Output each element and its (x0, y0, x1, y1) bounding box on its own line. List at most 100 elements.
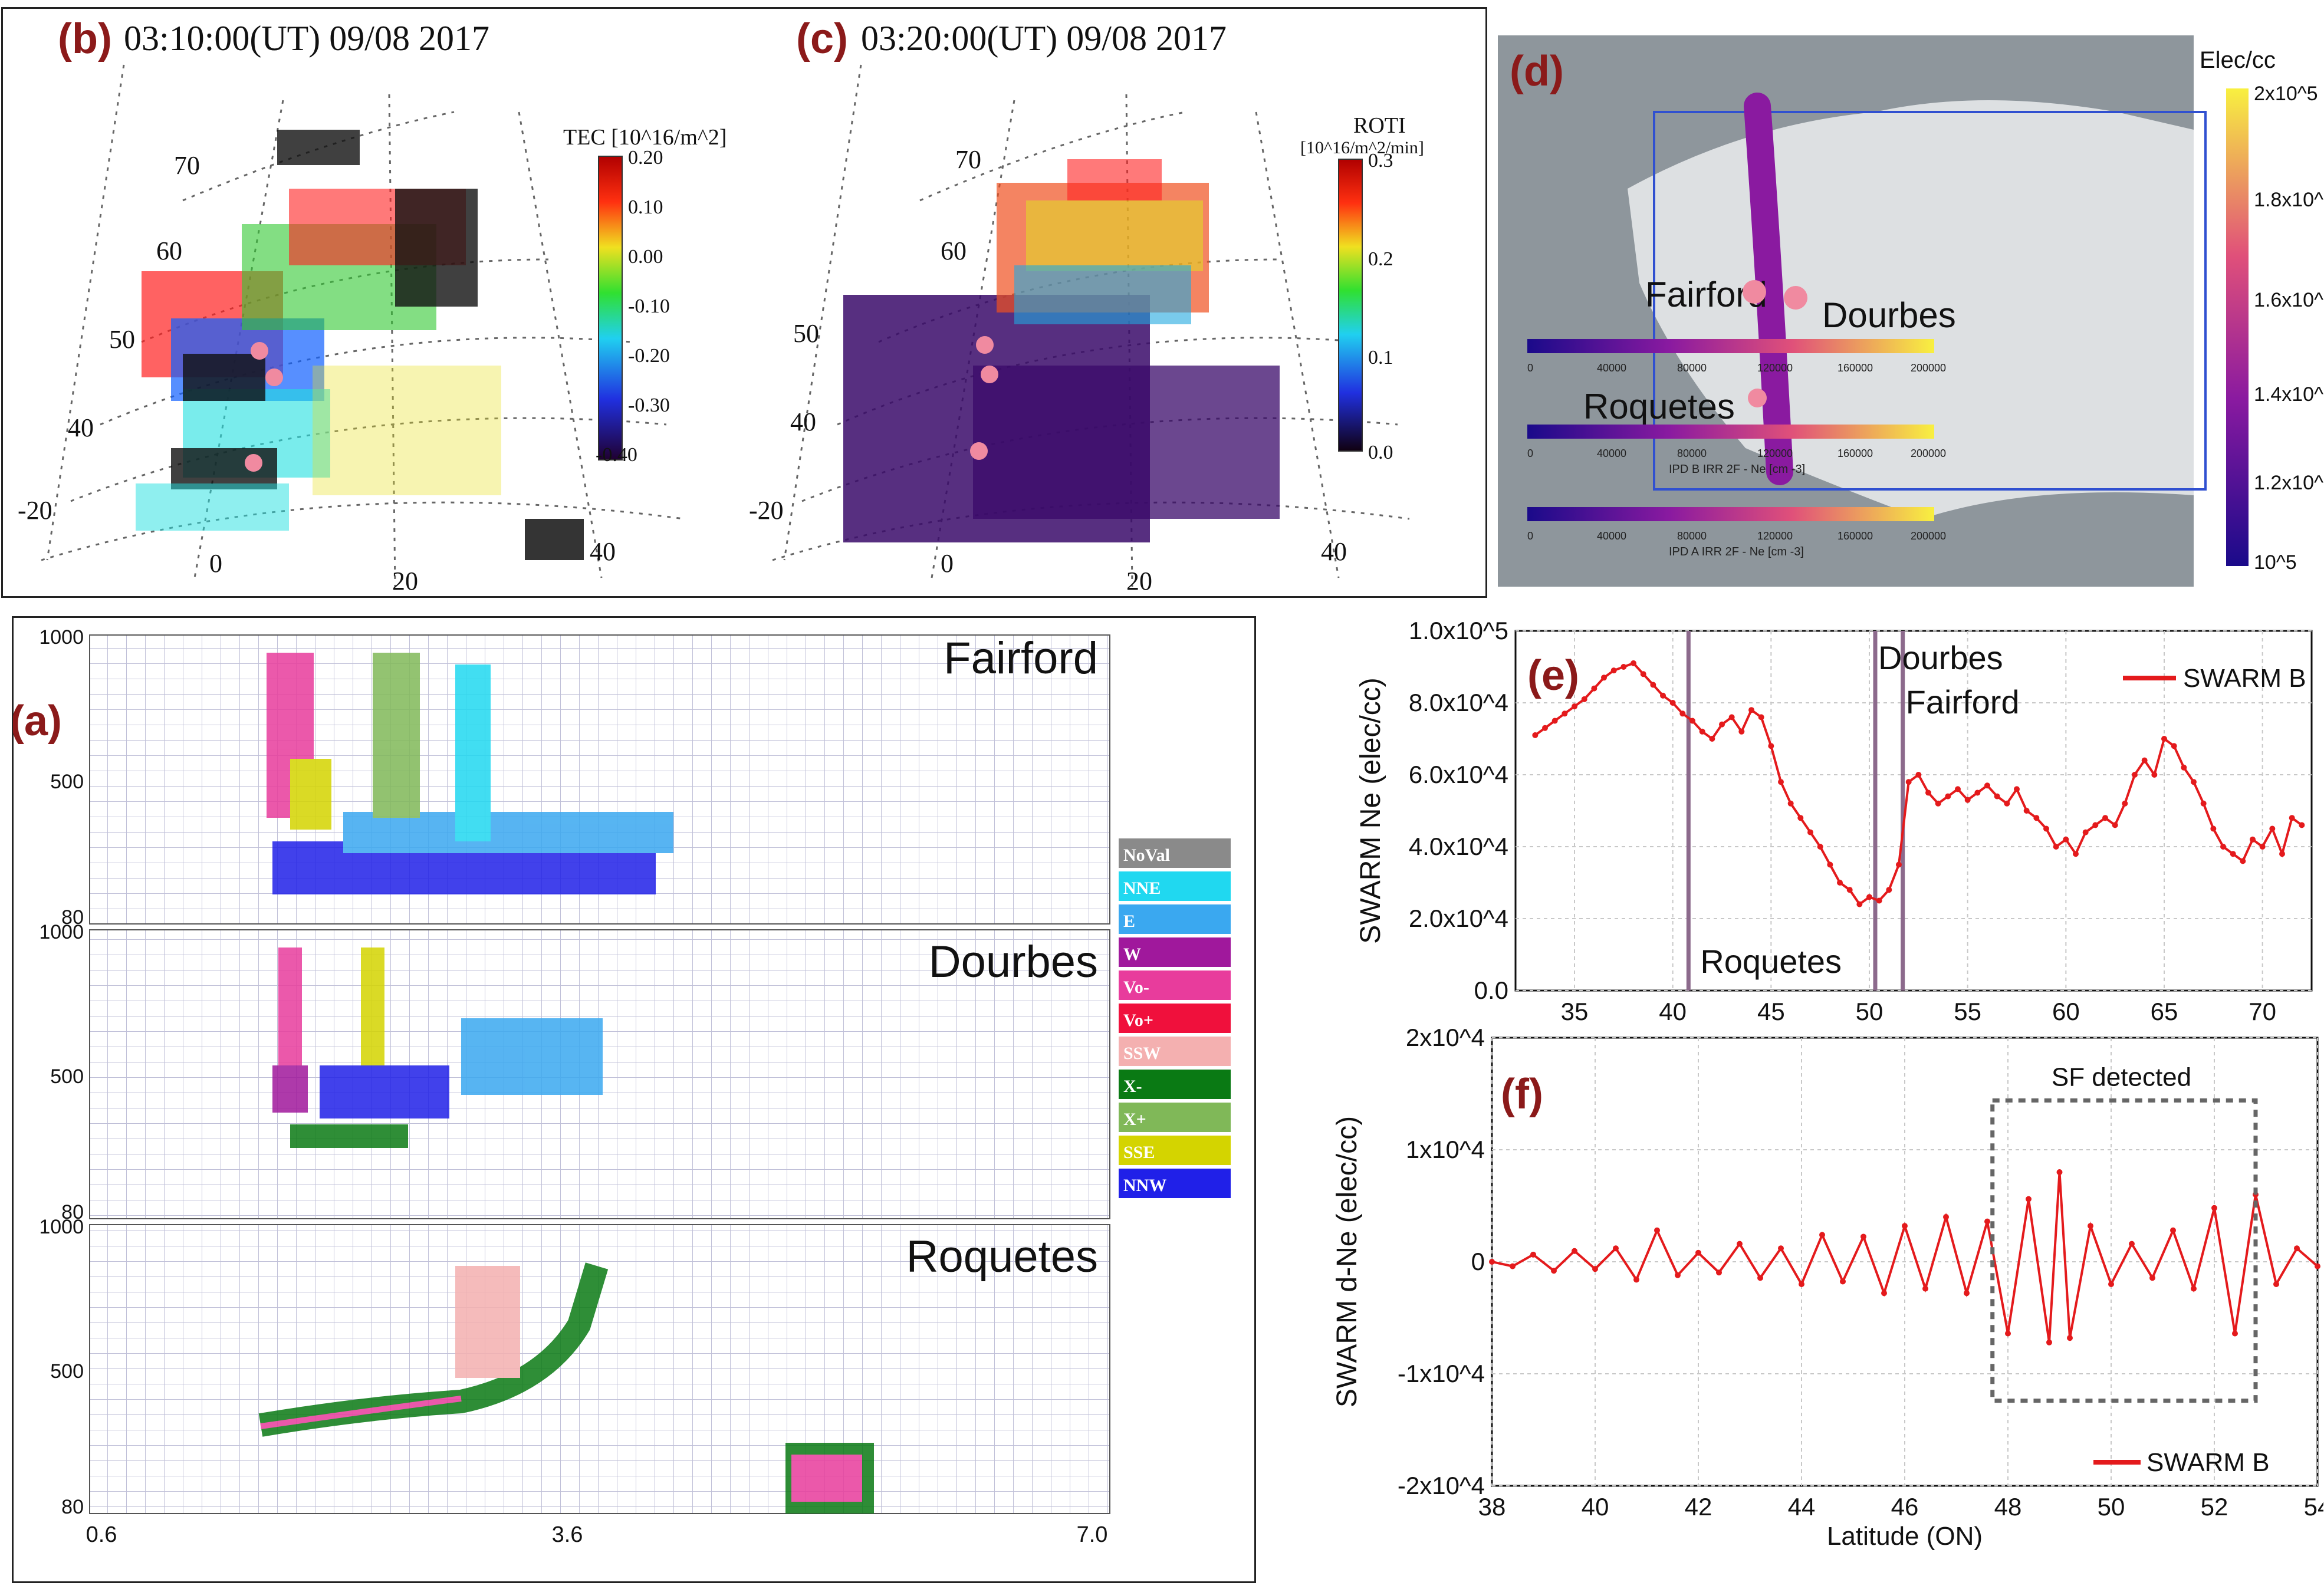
data-point (1679, 710, 1686, 717)
tick: 200000 (1911, 362, 1946, 374)
data-point (1819, 1232, 1825, 1238)
panel-c-station-pins (970, 336, 998, 460)
data-point (1905, 779, 1912, 785)
legend-label: Vo- (1123, 978, 1149, 997)
tick: 120000 (1757, 530, 1793, 542)
panel-c-time: 03:20:00(UT) 09/08 2017 (861, 19, 1227, 58)
tick: 1.2x10^5 (2254, 472, 2323, 494)
panel-b-label: (b) (58, 15, 112, 62)
tick: 80 (61, 906, 84, 929)
x-tick-label: 65 (2151, 998, 2178, 1025)
panel-d-mini-bar-3-ticks: 0 40000 80000 120000 160000 200000 (1527, 530, 1946, 542)
panel-e-chart: 35 40 45 50 55 60 65 70 0.0 2.0x10^4 4.0x10^4 6.0x1… (1355, 617, 2313, 1025)
data-point (1846, 887, 1853, 893)
y-tick-label: 2x10^4 (1406, 1024, 1485, 1051)
data-point (1837, 880, 1843, 886)
data-point (2191, 779, 2197, 785)
data-point (2232, 1330, 2238, 1337)
panel-c-colorbar-ticks: 0.3 0.2 0.1 0.0 (1368, 150, 1393, 463)
panel-d-mini-bar-2-label: IPD B IRR 2F - Ne [cm -3] (1669, 463, 1805, 476)
data-point (1654, 1227, 1660, 1233)
y-tick-label: 8.0x10^4 (1409, 689, 1508, 716)
data-point (2122, 800, 2128, 807)
panel-a-fairford-echoes (267, 653, 673, 894)
data-point (1695, 1249, 1701, 1256)
tick: 40000 (1597, 362, 1626, 374)
data-point (1886, 887, 1892, 893)
data-point (1757, 1275, 1763, 1281)
data-point (1876, 897, 1882, 904)
legend-label: NNW (1123, 1176, 1166, 1195)
panel-d-mini-bar-2-ticks: 0 40000 80000 120000 160000 200000 (1527, 448, 1946, 459)
y-tick-label: 1x10^4 (1406, 1136, 1485, 1163)
data-point (1631, 660, 1636, 666)
tick: 0.00 (628, 246, 663, 268)
data-point (2014, 786, 2020, 792)
y-tick-label: 6.0x10^4 (1409, 761, 1508, 788)
series-line (1491, 1172, 2319, 1343)
tick: 80000 (1677, 362, 1707, 374)
x-tick-label: 70 (2249, 998, 2276, 1025)
panel-b-tec-scatter (136, 130, 584, 560)
tick: 1000 (39, 626, 84, 649)
panel-a-roquetes-echoes (258, 1262, 874, 1514)
tick: 0.6 (86, 1522, 117, 1547)
data-point (2151, 772, 2158, 778)
data-point (1881, 1290, 1887, 1297)
data-point (1689, 718, 1695, 724)
data-point (1613, 1245, 1619, 1252)
legend-swatch (1119, 970, 1231, 1000)
data-point (1489, 1259, 1495, 1265)
legend-label: SSW (1123, 1044, 1161, 1063)
legend-label: E (1123, 912, 1135, 931)
station-marker-label: Dourbes (1878, 639, 2003, 676)
panel-e-label: (e) (1527, 652, 1579, 699)
tick: 120000 (1757, 362, 1793, 374)
x-tick-label: 40 (1582, 1493, 1609, 1521)
legend-swatch (1119, 1136, 1231, 1165)
panel-d-region-box (1653, 111, 2207, 491)
panel-c-lon-20: 20 (1126, 567, 1152, 596)
legend-label: NoVal (1123, 846, 1170, 865)
tick: 200000 (1911, 448, 1946, 459)
data-point (1896, 861, 1902, 868)
data-point (2073, 851, 2079, 857)
tick: -0.40 (596, 444, 637, 466)
data-point (1530, 1251, 1536, 1258)
tick: 80 (61, 1496, 84, 1518)
data-point (1591, 685, 1597, 692)
tick: 200000 (1911, 530, 1946, 542)
tick: 80000 (1677, 530, 1707, 542)
data-point (2200, 800, 2207, 807)
data-point (2005, 1330, 2011, 1337)
tick: 80000 (1677, 448, 1707, 459)
panel-a-x-ticks: 0.6 3.6 7.0 (86, 1522, 1108, 1547)
data-point (2211, 1205, 2217, 1211)
data-point (2289, 815, 2295, 821)
panel-b-colorbar-ticks: 0.20 0.10 0.00 -0.10 -0.20 -0.30 -0.40 (596, 147, 670, 466)
tick: 40000 (1597, 530, 1626, 542)
tick: 160000 (1837, 448, 1873, 459)
panel-d-colorbar-ticks: 2x10^5 1.8x10^5 1.6x10^5 1.4x10^5 1.2x10… (2254, 83, 2323, 574)
tick: 1.4x10^5 (2254, 383, 2323, 406)
tick: 1.8x10^5 (2254, 189, 2323, 211)
panel-a-station-fairford: Fairford (944, 633, 1098, 683)
data-point (2294, 1245, 2300, 1252)
station-marker-label: Roquetes (1700, 943, 1842, 980)
data-point (1768, 743, 1774, 749)
tick: 3.6 (552, 1522, 583, 1547)
data-point (2141, 757, 2148, 764)
data-point (2220, 844, 2226, 850)
panel-b-lon-0: 0 (209, 549, 222, 578)
panel-d-mini-bar-3 (1527, 507, 1934, 521)
panel-a-legend: NoVal NNE EW Vo- Vo+ SSW X- X+ SSE NNW (1119, 838, 1231, 1198)
panel-c-roti-scatter (843, 159, 1280, 542)
panel-d-mini-bar-2 (1527, 425, 1934, 439)
legend-swatch (1119, 1004, 1231, 1033)
data-point (1719, 721, 1725, 728)
tick: 1000 (39, 921, 84, 943)
data-point (1799, 1281, 1804, 1287)
data-point (2315, 1263, 2320, 1269)
sf-detected-box (1990, 1098, 2258, 1403)
panel-c-lat-40: 40 (790, 407, 816, 436)
